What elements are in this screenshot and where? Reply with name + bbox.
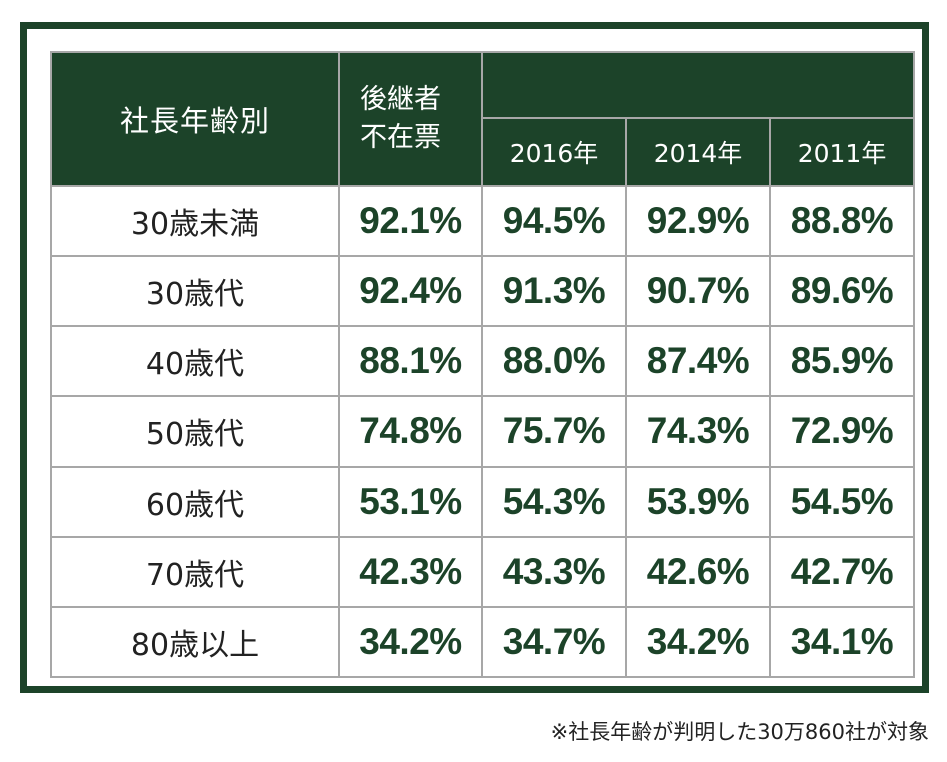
table-cell-value: 89.6% xyxy=(768,255,916,328)
table-cell-value: 34.1% xyxy=(768,605,916,679)
table-cell-value: 91.3% xyxy=(481,255,627,328)
table-cell-value: 88.1% xyxy=(338,325,483,398)
table-cell-value: 87.4% xyxy=(625,325,771,398)
table-cell-value: 94.5% xyxy=(481,184,627,258)
table-row: 40歳代 88.1% 88.0% 87.4% 85.9% xyxy=(50,325,916,398)
table-row: 60歳代 53.1% 54.3% 53.9% 54.5% xyxy=(50,465,916,538)
header-year-group xyxy=(480,51,916,119)
table-cell-value: 74.8% xyxy=(338,395,483,468)
footnote: ※社長年齢が判明した30万860社が対象 xyxy=(550,720,929,744)
table-row: 30歳未満 92.1% 94.5% 92.9% 88.8% xyxy=(50,184,916,258)
table-frame: 社長年齢別 後継者 不在票 2016年 2014年 2011年 30歳未満 92.… xyxy=(20,22,929,693)
header-year-2016: 2016年 xyxy=(481,117,627,187)
table-cell-value: 85.9% xyxy=(768,325,916,398)
table-cell-value: 43.3% xyxy=(481,535,627,608)
row-label: 40歳代 xyxy=(50,325,340,398)
row-label: 60歳代 xyxy=(50,465,340,538)
row-label: 30歳代 xyxy=(50,255,340,328)
table-cell-value: 42.6% xyxy=(625,535,771,608)
successor-absence-table: 社長年齢別 後継者 不在票 2016年 2014年 2011年 30歳未満 92.… xyxy=(50,51,916,679)
row-label: 80歳以上 xyxy=(50,605,340,679)
header-successor-absent-line1: 後継者 xyxy=(360,84,441,115)
table-row: 70歳代 42.3% 43.3% 42.6% 42.7% xyxy=(50,535,916,608)
table-cell-value: 92.1% xyxy=(338,184,483,258)
table-cell-value: 72.9% xyxy=(768,395,916,468)
table-cell-value: 42.3% xyxy=(338,535,483,608)
table-cell-value: 92.9% xyxy=(625,184,771,258)
header-year-2014: 2014年 xyxy=(625,117,771,187)
table-row: 50歳代 74.8% 75.7% 74.3% 72.9% xyxy=(50,395,916,468)
table-cell-value: 90.7% xyxy=(625,255,771,328)
table-row: 30歳代 92.4% 91.3% 90.7% 89.6% xyxy=(50,255,916,328)
table-cell-value: 54.3% xyxy=(481,465,627,538)
row-label: 30歳未満 xyxy=(50,184,340,258)
table-cell-value: 74.3% xyxy=(625,395,771,468)
header-age-group: 社長年齢別 xyxy=(50,51,340,187)
table-cell-value: 34.2% xyxy=(338,605,483,679)
table-cell-value: 42.7% xyxy=(768,535,916,608)
table-row: 80歳以上 34.2% 34.7% 34.2% 34.1% xyxy=(50,605,916,679)
table-cell-value: 34.2% xyxy=(625,605,771,679)
table-cell-value: 88.8% xyxy=(768,184,916,258)
table-cell-value: 34.7% xyxy=(481,605,627,679)
table-cell-value: 92.4% xyxy=(338,255,483,328)
row-label: 70歳代 xyxy=(50,535,340,608)
table-cell-value: 75.7% xyxy=(481,395,627,468)
header-year-2011: 2011年 xyxy=(768,117,916,187)
table-cell-value: 53.1% xyxy=(338,465,483,538)
table-cell-value: 54.5% xyxy=(768,465,916,538)
table-cell-value: 88.0% xyxy=(481,325,627,398)
table-cell-value: 53.9% xyxy=(625,465,771,538)
row-label: 50歳代 xyxy=(50,395,340,468)
table-body: 30歳未満 92.1% 94.5% 92.9% 88.8% 30歳代 92.4% 91.3% 9… xyxy=(50,184,916,679)
header-successor-absent-line2: 不在票 xyxy=(360,122,441,153)
header-successor-absent: 後継者 不在票 xyxy=(338,51,483,187)
